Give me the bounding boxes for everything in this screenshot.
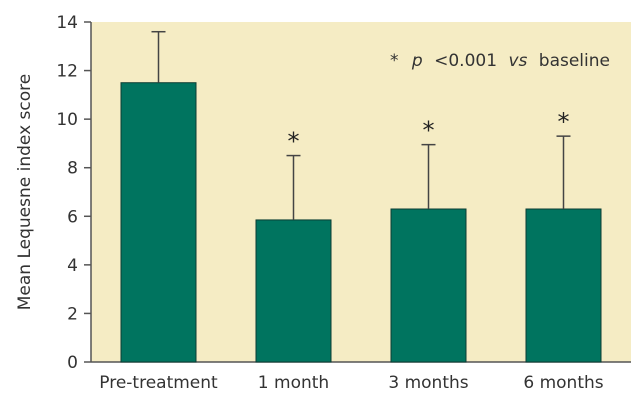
significance-star: * xyxy=(423,117,435,145)
y-tick-label: 10 xyxy=(56,110,78,130)
annotation-star: * xyxy=(390,51,399,71)
error-bars-group xyxy=(151,30,571,220)
significance-star: * xyxy=(288,128,300,156)
bar xyxy=(120,82,197,363)
bar xyxy=(390,208,467,363)
x-tick-label: 3 months xyxy=(388,373,468,393)
significance-annotation: * p <0.001 vs baseline xyxy=(390,51,610,71)
y-tick-label: 2 xyxy=(67,304,78,324)
significance-star: * xyxy=(558,108,570,136)
y-tick-labels: 0 2 4 6 8 10 12 14 xyxy=(56,13,78,373)
x-tick-label: Pre-treatment xyxy=(99,373,218,393)
significance-markers: * * * xyxy=(288,108,570,155)
x-tick-label: 6 months xyxy=(523,373,603,393)
x-tick-labels: Pre-treatment 1 month 3 months 6 months xyxy=(99,373,603,393)
bars-group xyxy=(120,82,602,363)
bar xyxy=(525,208,602,363)
y-tick-label: 6 xyxy=(67,207,78,227)
annotation-threshold: <0.001 xyxy=(434,51,497,71)
y-tick-label: 14 xyxy=(56,13,78,33)
y-tick-label: 8 xyxy=(67,159,78,179)
y-tick-label: 0 xyxy=(67,353,78,373)
annotation-baseline: baseline xyxy=(539,51,610,71)
annotation-p: p xyxy=(411,51,423,71)
y-tick-label: 4 xyxy=(67,256,78,276)
y-tick-label: 12 xyxy=(56,62,78,82)
bar xyxy=(255,219,332,363)
y-axis-label: Mean Lequesne index score xyxy=(15,74,35,310)
x-tick-label: 1 month xyxy=(258,373,329,393)
annotation-vs: vs xyxy=(508,51,527,71)
